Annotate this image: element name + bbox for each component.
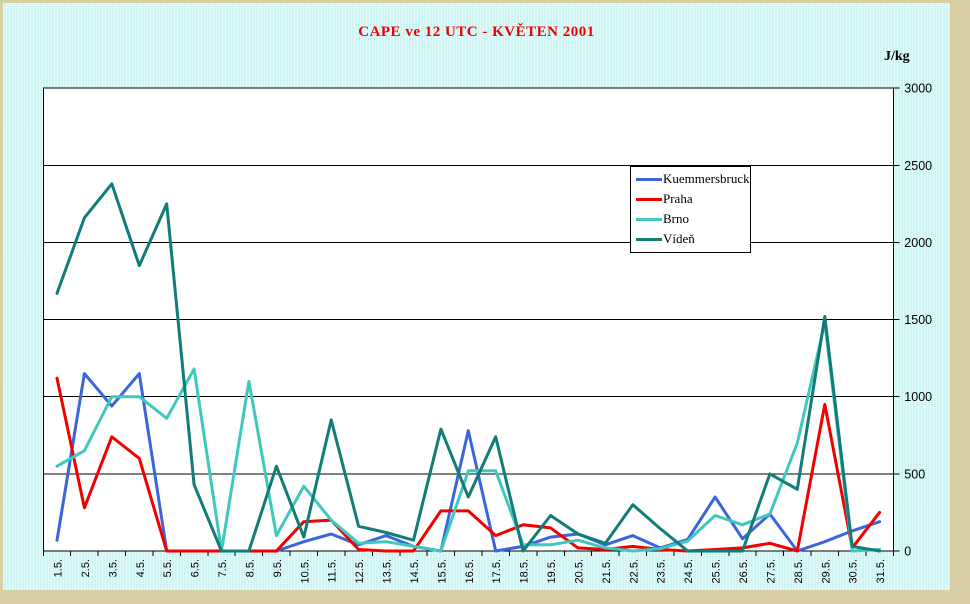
x-tick-label: 21.5. (601, 559, 613, 583)
x-tick-label: 25.5. (711, 559, 723, 583)
plot-area: 0 500 1000 1500 2000 2500 3000 1.5. 2.5. 3.5. 4.5.… (42, 82, 932, 583)
x-tick-label: 11.5. (327, 559, 339, 583)
legend-item: Vídeň (631, 229, 750, 249)
x-tick-label: 20.5. (573, 559, 585, 583)
y-tick-label: 3000 (904, 82, 932, 96)
x-tick-label: 9.5. (272, 559, 284, 577)
x-tick-label: 18.5. (519, 559, 531, 583)
x-tick-label: 15.5. (436, 559, 448, 583)
x-tick-label: 2.5. (80, 559, 92, 577)
x-tick-label: 4.5. (135, 559, 147, 577)
legend-swatch-praha (636, 197, 662, 201)
legend-label: Vídeň (663, 231, 695, 246)
x-tick-label: 13.5. (382, 559, 394, 583)
y-tick-label: 2500 (904, 159, 932, 173)
x-tick-label: 22.5. (628, 559, 640, 583)
legend-swatch-brno (636, 217, 662, 221)
x-tick-label: 6.5. (190, 559, 202, 577)
y-tick-label: 0 (904, 545, 911, 559)
legend-item: Kuemmersbruck (631, 169, 750, 189)
legend-item: Brno (631, 209, 750, 229)
x-tick-label: 26.5. (738, 559, 750, 583)
legend-item: Praha (631, 189, 750, 209)
x-tick-label: 7.5. (217, 559, 229, 577)
series-line-brno (55, 321, 882, 553)
x-tick-label: 19.5. (546, 559, 558, 583)
x-tick-label: 17.5. (491, 559, 503, 583)
legend-swatch-v-de- (636, 237, 662, 241)
y-axis-unit-label: J/kg (884, 49, 910, 64)
x-tick-label: 29.5. (820, 559, 832, 583)
legend-label: Kuemmersbruck (663, 171, 750, 186)
chart-title: CAPE ve 12 UTC - KVĚTEN 2001 (358, 24, 595, 40)
x-tick-label: 14.5. (409, 559, 421, 583)
legend-box: Kuemmersbruck Praha Brno Vídeň (630, 166, 751, 253)
series-line-v-de- (55, 182, 882, 553)
legend-swatch-kuemmersbruck (636, 177, 662, 181)
x-tick-label: 24.5. (683, 559, 695, 583)
y-tick-label: 500 (904, 467, 925, 481)
y-tick-label: 2000 (904, 236, 932, 250)
x-tick-label: 5.5. (162, 559, 174, 577)
chart-canvas: CAPE ve 12 UTC - KVĚTEN 2001 J/kg 0 500 10… (3, 3, 950, 590)
x-tick-label: 1.5. (53, 559, 65, 577)
x-tick-label: 3.5. (107, 559, 119, 577)
y-tick-label: 1000 (904, 390, 932, 404)
x-tick-label: 31.5. (875, 559, 887, 583)
x-tick-label: 30.5. (848, 559, 860, 583)
legend-label: Praha (663, 191, 693, 206)
x-tick-label: 23.5. (656, 559, 668, 583)
x-tick-label: 28.5. (793, 559, 805, 583)
x-tick-label: 8.5. (244, 559, 256, 577)
x-tick-label: 16.5. (464, 559, 476, 583)
y-tick-label: 1500 (904, 313, 932, 327)
legend-label: Brno (663, 211, 689, 226)
x-tick-label: 10.5. (299, 559, 311, 583)
x-tick-label: 12.5. (354, 559, 366, 583)
x-tick-label: 27.5. (765, 559, 777, 583)
